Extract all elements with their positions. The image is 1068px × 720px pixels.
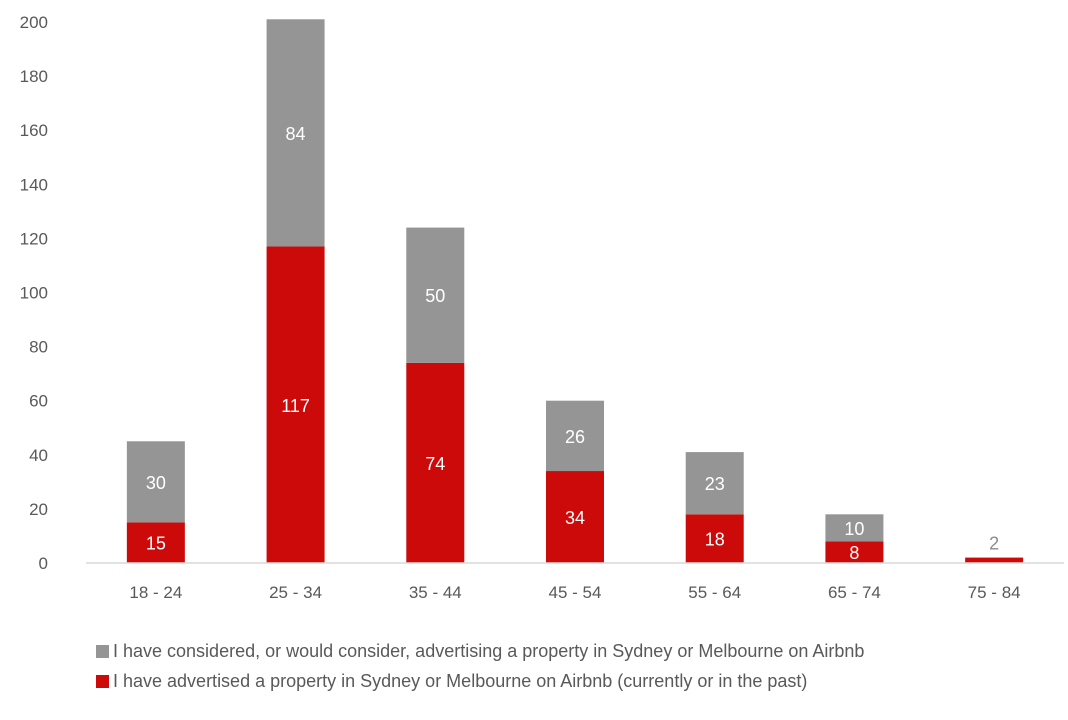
data-label-advertised: 8	[849, 543, 859, 563]
bar-considered	[266, 19, 325, 247]
y-tick-label: 140	[20, 175, 48, 194]
legend-swatch-considered	[96, 644, 109, 658]
y-tick-label: 40	[29, 446, 48, 465]
bar-considered	[685, 452, 744, 515]
bar-advertised	[126, 522, 185, 563]
legend-swatch-advertised	[96, 674, 109, 688]
bar-considered	[406, 227, 465, 363]
x-tick-label: 35 - 44	[409, 583, 462, 602]
data-label-considered: 30	[146, 473, 166, 493]
x-tick-label: 55 - 64	[688, 583, 741, 602]
data-label-advertised: 34	[565, 508, 585, 528]
bar-advertised	[266, 246, 325, 563]
bar-advertised	[685, 514, 744, 563]
legend-item-advertised: I have advertised a property in Sydney o…	[96, 666, 864, 696]
x-tick-label: 25 - 34	[269, 583, 322, 602]
x-axis: 18 - 24 25 - 34 35 - 44 45 - 54 55 - 64 65 - …	[129, 583, 1020, 602]
data-label-considered: 50	[425, 286, 445, 306]
bars: 15 30 117 84 74 50 34 26 18 23 8 10 2	[126, 19, 1024, 563]
data-label-considered: 2	[989, 534, 999, 554]
data-label-advertised: 74	[425, 454, 445, 474]
bar-advertised	[406, 362, 465, 563]
legend-item-considered: I have considered, or would consider, ad…	[96, 636, 864, 666]
y-tick-label: 0	[39, 554, 48, 573]
bar-considered	[126, 441, 185, 523]
data-label-considered: 10	[844, 519, 864, 539]
y-tick-label: 80	[29, 338, 48, 357]
bar-considered	[546, 400, 604, 472]
data-label-considered: 26	[565, 427, 585, 447]
data-label-advertised: 117	[281, 396, 310, 416]
y-tick-label: 200	[20, 13, 48, 32]
bar-advertised	[825, 541, 884, 563]
y-tick-label: 180	[20, 67, 48, 86]
data-label-advertised: 18	[705, 530, 725, 550]
legend-label-considered: I have considered, or would consider, ad…	[113, 640, 865, 661]
legend-label-advertised: I have advertised a property in Sydney o…	[113, 670, 808, 691]
bar-advertised	[546, 471, 604, 563]
y-tick-label: 20	[29, 500, 48, 519]
data-label-considered: 84	[286, 124, 306, 144]
data-label-considered: 23	[705, 474, 725, 494]
legend: I have considered, or would consider, ad…	[96, 636, 864, 696]
x-tick-label: 45 - 54	[549, 583, 602, 602]
x-tick-label: 65 - 74	[828, 583, 881, 602]
y-tick-label: 60	[29, 392, 48, 411]
y-tick-label: 160	[20, 121, 48, 140]
y-tick-label: 100	[20, 284, 48, 303]
data-label-advertised: 15	[146, 534, 166, 554]
x-tick-label: 18 - 24	[129, 583, 182, 602]
x-tick-label: 75 - 84	[968, 583, 1021, 602]
y-axis: 0 20 40 60 80 100 120 140 160 180 200	[20, 13, 48, 573]
y-tick-label: 120	[20, 229, 48, 248]
bar-considered	[825, 514, 884, 542]
bar-advertised	[965, 557, 1024, 563]
